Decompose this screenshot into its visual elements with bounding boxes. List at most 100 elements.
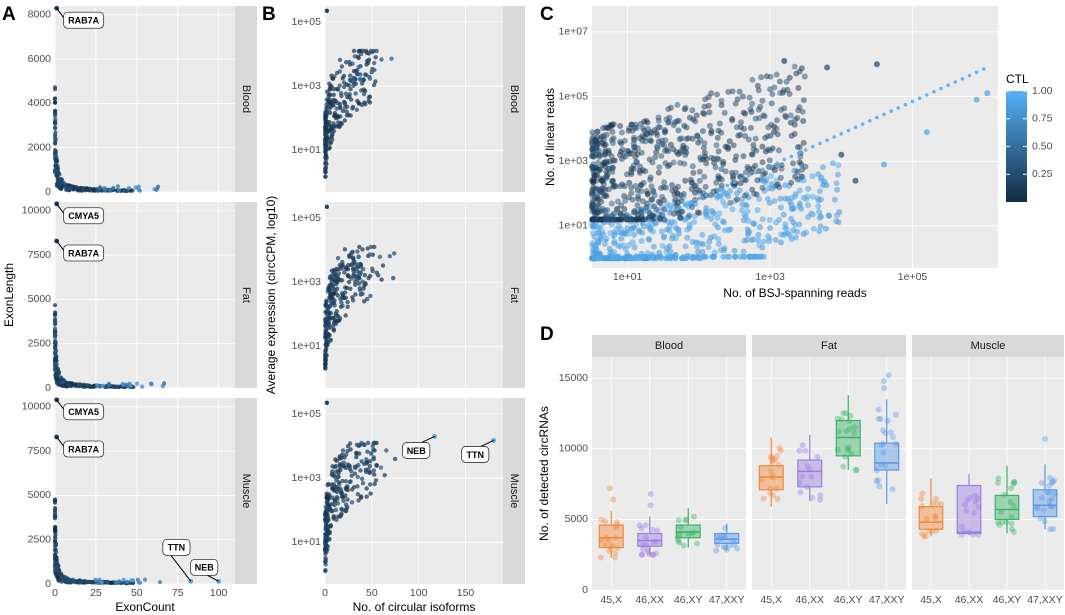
data-point bbox=[759, 143, 766, 150]
diagonal-point bbox=[932, 89, 936, 94]
data-point bbox=[334, 489, 340, 495]
data-point bbox=[331, 482, 336, 487]
data-point bbox=[962, 501, 968, 508]
data-point bbox=[681, 122, 688, 129]
data-point bbox=[727, 199, 734, 206]
data-point bbox=[612, 534, 619, 541]
data-point bbox=[52, 507, 58, 512]
data-point bbox=[361, 442, 366, 447]
data-point bbox=[834, 186, 841, 193]
data-point bbox=[795, 85, 802, 91]
data-point bbox=[346, 279, 352, 285]
data-point bbox=[772, 457, 778, 464]
data-point bbox=[792, 173, 799, 180]
data-point bbox=[340, 108, 346, 114]
data-point bbox=[618, 129, 625, 136]
data-point bbox=[95, 383, 100, 388]
data-point bbox=[329, 135, 334, 140]
data-point bbox=[597, 188, 604, 195]
data-point bbox=[338, 91, 344, 96]
data-point bbox=[1046, 498, 1053, 505]
diagonal-point bbox=[625, 229, 630, 233]
data-point bbox=[371, 456, 376, 462]
data-point bbox=[601, 136, 608, 143]
data-point bbox=[665, 148, 672, 155]
panel-a-facet-muscle-background bbox=[55, 398, 235, 584]
data-point bbox=[590, 255, 597, 262]
data-point bbox=[621, 193, 627, 199]
data-point bbox=[335, 496, 340, 501]
data-point bbox=[368, 482, 373, 487]
data-point bbox=[134, 381, 140, 386]
data-point bbox=[612, 524, 619, 531]
data-point bbox=[336, 468, 341, 473]
diagonal-point bbox=[782, 157, 787, 162]
data-point bbox=[591, 208, 598, 215]
data-point bbox=[63, 579, 68, 584]
data-point bbox=[782, 112, 789, 119]
x-tick-label: 0 bbox=[322, 587, 328, 599]
data-point bbox=[773, 71, 780, 78]
x-tick-label: 47,XXY bbox=[709, 594, 745, 606]
data-point bbox=[758, 476, 765, 483]
diagonal-point bbox=[675, 206, 680, 210]
data-point bbox=[603, 131, 610, 138]
data-point bbox=[338, 296, 343, 302]
panel-letter-c: C bbox=[540, 4, 554, 25]
data-point bbox=[817, 223, 824, 230]
diagonal-point bbox=[967, 73, 972, 78]
data-point bbox=[330, 469, 335, 474]
data-point bbox=[835, 162, 842, 169]
data-point bbox=[644, 131, 651, 138]
box-46,XX bbox=[797, 459, 823, 488]
data-point bbox=[344, 104, 350, 109]
data-point bbox=[682, 177, 689, 184]
data-point bbox=[1008, 514, 1015, 521]
data-point bbox=[682, 104, 689, 111]
data-point bbox=[820, 164, 826, 171]
data-point bbox=[638, 181, 645, 188]
data-point bbox=[653, 149, 660, 156]
data-point bbox=[53, 532, 58, 538]
panel-a-points-muscle bbox=[52, 397, 222, 586]
data-point bbox=[649, 221, 656, 228]
data-point bbox=[794, 168, 801, 175]
panel-letter-b: B bbox=[262, 4, 276, 25]
data-point bbox=[357, 76, 363, 82]
data-point bbox=[121, 577, 126, 582]
data-point bbox=[698, 253, 705, 260]
data-point bbox=[638, 216, 645, 223]
data-point bbox=[923, 515, 930, 522]
data-point bbox=[745, 229, 752, 236]
data-point bbox=[804, 193, 811, 200]
outlier-point bbox=[885, 372, 892, 379]
data-point bbox=[111, 185, 116, 190]
diagonal-point bbox=[960, 77, 965, 81]
data-point bbox=[713, 547, 720, 554]
data-point bbox=[340, 478, 345, 484]
data-point bbox=[797, 153, 804, 160]
panel-a-facet-blood-background bbox=[55, 6, 235, 192]
gene-label-cmya5: CMYA5 bbox=[68, 211, 99, 221]
data-point bbox=[714, 134, 721, 141]
data-point bbox=[770, 128, 777, 135]
data-point bbox=[703, 213, 710, 220]
data-point bbox=[642, 168, 649, 175]
data-point bbox=[852, 177, 859, 184]
data-point bbox=[749, 76, 756, 83]
data-point bbox=[845, 444, 852, 451]
data-point bbox=[749, 165, 756, 172]
data-point bbox=[341, 295, 347, 301]
data-point bbox=[804, 463, 811, 470]
data-point bbox=[737, 131, 744, 138]
data-point bbox=[816, 228, 823, 235]
data-point bbox=[643, 541, 650, 548]
data-point bbox=[618, 140, 625, 147]
data-point bbox=[809, 173, 816, 180]
data-point bbox=[740, 248, 747, 255]
data-point bbox=[972, 492, 979, 499]
gene-label-rab7a: RAB7A bbox=[68, 444, 100, 454]
data-point bbox=[612, 554, 618, 561]
data-point bbox=[324, 353, 329, 359]
